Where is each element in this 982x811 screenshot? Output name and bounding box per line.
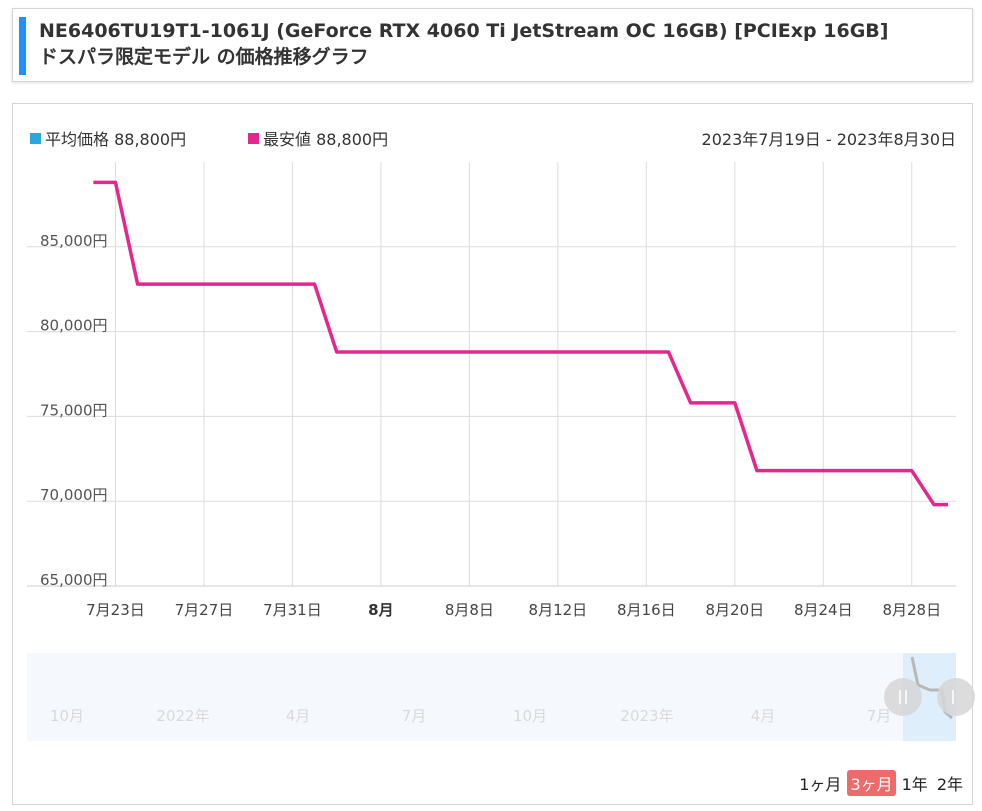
x-tick-label: 8月20日: [705, 601, 764, 619]
navigator-left-handle: [884, 678, 922, 716]
y-tick-label: 65,000円: [40, 571, 108, 589]
navigator-label: 7月: [867, 707, 892, 725]
x-tick-label: 8月24日: [794, 601, 853, 619]
navigator-label: 2022年: [156, 707, 209, 725]
legend-lowest[interactable]: 最安値 88,800円: [248, 126, 388, 150]
range-selector: 1ヶ月 3ヶ月 1年 2年: [793, 770, 966, 796]
date-range-label: 2023年7月19日 - 2023年8月30日: [701, 130, 956, 149]
y-tick-label: 80,000円: [40, 317, 108, 335]
x-tick-label: 7月23日: [86, 601, 145, 619]
legend-average-label: 平均価格 88,800円: [45, 130, 187, 149]
x-tick-label: 7月31日: [263, 601, 322, 619]
y-tick-label: 70,000円: [40, 486, 108, 504]
legend-average[interactable]: 平均価格 88,800円: [30, 126, 186, 150]
navigator-label: 4月: [286, 707, 311, 725]
legend-lowest-label: 最安値 88,800円: [263, 130, 389, 149]
x-tick-label: 8月12日: [529, 601, 588, 619]
y-tick-label: 85,000円: [40, 232, 108, 250]
series-line-lowest-price: [93, 180, 948, 507]
page-title-box: NE6406TU19T1-1061J (GeForce RTX 4060 Ti …: [12, 8, 973, 82]
navigator-label: 4月: [751, 707, 776, 725]
navigator-label: 2023年: [620, 707, 673, 725]
legend-average-swatch: [30, 133, 41, 144]
x-tick-label: 8月8日: [445, 601, 494, 619]
navigator-right-handle: [937, 678, 975, 716]
navigator-label: 10月: [50, 707, 84, 725]
x-tick-label: 7月27日: [175, 601, 234, 619]
x-tick-label: 8月: [368, 601, 393, 619]
range-button-1m[interactable]: 1ヶ月: [799, 775, 842, 794]
title-accent-bar: [19, 17, 26, 75]
title-line-1: NE6406TU19T1-1061J (GeForce RTX 4060 Ti …: [39, 20, 889, 42]
navigator-background: [27, 653, 956, 741]
range-button-1y[interactable]: 1年: [901, 775, 928, 794]
range-button-3m[interactable]: 3ヶ月: [847, 770, 896, 796]
title-line-2: ドスパラ限定モデル の価格推移グラフ: [39, 46, 369, 68]
range-button-2y[interactable]: 2年: [936, 775, 963, 794]
x-tick-label: 8月16日: [617, 601, 676, 619]
page-title: NE6406TU19T1-1061J (GeForce RTX 4060 Ti …: [39, 18, 959, 70]
legend-lowest-swatch: [248, 133, 259, 144]
navigator-label: 10月: [513, 707, 547, 725]
navigator-label: 7月: [402, 707, 427, 725]
x-tick-label: 8月28日: [882, 601, 941, 619]
y-tick-label: 75,000円: [40, 401, 108, 419]
